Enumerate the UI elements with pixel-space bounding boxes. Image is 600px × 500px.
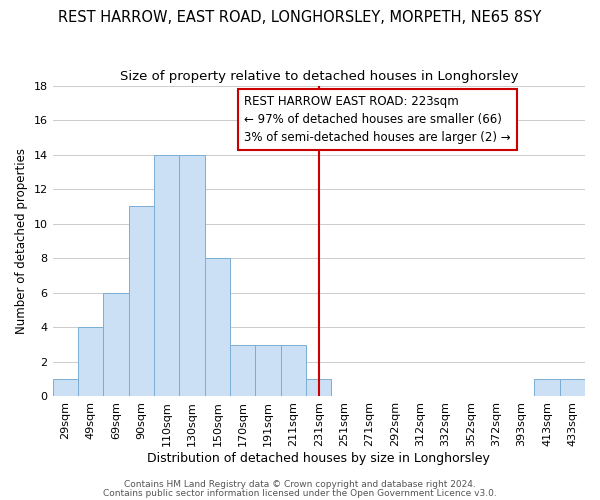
X-axis label: Distribution of detached houses by size in Longhorsley: Distribution of detached houses by size … bbox=[148, 452, 490, 465]
Bar bbox=[281, 344, 306, 397]
Bar bbox=[230, 344, 256, 397]
Text: REST HARROW EAST ROAD: 223sqm
← 97% of detached houses are smaller (66)
3% of se: REST HARROW EAST ROAD: 223sqm ← 97% of d… bbox=[244, 95, 511, 144]
Text: Contains public sector information licensed under the Open Government Licence v3: Contains public sector information licen… bbox=[103, 488, 497, 498]
Bar bbox=[306, 379, 331, 396]
Bar bbox=[128, 206, 154, 396]
Bar bbox=[560, 379, 585, 396]
Title: Size of property relative to detached houses in Longhorsley: Size of property relative to detached ho… bbox=[119, 70, 518, 83]
Bar bbox=[154, 154, 179, 396]
Bar bbox=[53, 379, 78, 396]
Text: Contains HM Land Registry data © Crown copyright and database right 2024.: Contains HM Land Registry data © Crown c… bbox=[124, 480, 476, 489]
Bar bbox=[205, 258, 230, 396]
Y-axis label: Number of detached properties: Number of detached properties bbox=[15, 148, 28, 334]
Text: REST HARROW, EAST ROAD, LONGHORSLEY, MORPETH, NE65 8SY: REST HARROW, EAST ROAD, LONGHORSLEY, MOR… bbox=[58, 10, 542, 25]
Bar bbox=[534, 379, 560, 396]
Bar bbox=[103, 293, 128, 397]
Bar bbox=[256, 344, 281, 397]
Bar bbox=[78, 328, 103, 396]
Bar bbox=[179, 154, 205, 396]
